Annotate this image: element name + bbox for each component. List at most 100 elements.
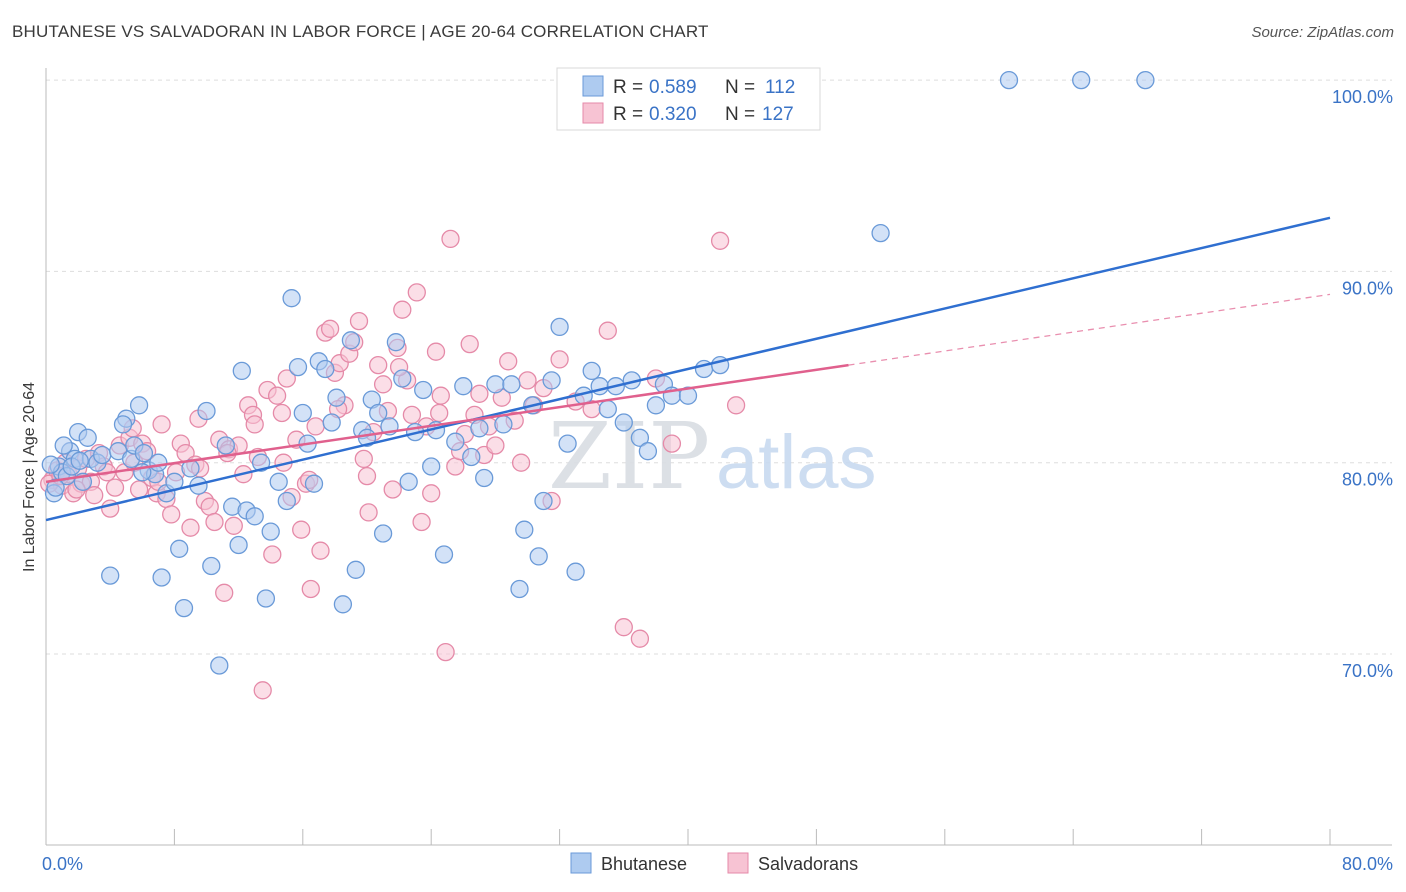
bhutanese-point: [54, 436, 73, 455]
bhutanese-point: [277, 491, 296, 511]
salvadorans-point: [105, 478, 125, 497]
bhutanese-point: [327, 388, 346, 407]
salvadorans-point: [181, 518, 200, 537]
y-axis-label: In Labor Force | Age 20-64: [21, 382, 38, 572]
legend-n-label-1: N =: [725, 77, 755, 98]
salvadorans-point: [349, 311, 369, 331]
salvadorans-point: [486, 436, 505, 455]
bhutanese-point: [232, 361, 251, 381]
bhutanese-point: [434, 545, 454, 564]
trend-line-salvadorans: [45, 363, 849, 484]
bhutanese-point: [1136, 70, 1155, 90]
bhutanese-point: [638, 442, 658, 461]
legend-r-label-2: R =: [613, 104, 643, 125]
bhutanese-point: [422, 457, 441, 476]
bhutanese-point: [678, 386, 698, 405]
bhutanese-point: [78, 428, 97, 447]
salvadorans-point: [359, 503, 378, 522]
salvadorans-point: [598, 321, 617, 340]
legend-bottom-swatch-bhutanese: [570, 852, 592, 874]
bhutanese-point: [333, 595, 353, 614]
bhutanese-point: [269, 472, 288, 491]
salvadorans-point: [402, 405, 422, 425]
salvadorans-point: [726, 396, 746, 415]
bhutanese-point: [256, 589, 276, 608]
bhutanese-point: [174, 598, 194, 618]
salvadorans-point: [357, 466, 377, 486]
bhutanese-point: [510, 579, 529, 599]
bhutanese-point: [197, 401, 216, 421]
bhutanese-point: [41, 455, 60, 474]
salvadorans-point: [431, 386, 450, 405]
bhutanese-point: [630, 428, 650, 447]
trend-line-bhutanese: [45, 216, 1331, 522]
y-tick-label-1: 80.0%: [1342, 470, 1393, 490]
salvadorans-point: [369, 355, 388, 375]
bhutanese-point: [414, 380, 433, 400]
salvadorans-point: [85, 486, 104, 505]
legend-bottom-label-bhutanese: Bhutanese: [601, 854, 687, 874]
bhutanese-point: [550, 317, 569, 337]
legend-bottom: Bhutanese Salvadorans: [570, 852, 858, 874]
bhutanese-point: [494, 415, 513, 434]
salvadorans-point: [162, 505, 181, 524]
y-tick-labels: 70.0% 80.0% 90.0% 100.0%: [1332, 87, 1393, 681]
salvadorans-point: [511, 453, 531, 472]
salvadorans-point: [710, 231, 730, 250]
bhutanese-point: [101, 566, 120, 585]
bhutanese-point: [582, 361, 601, 381]
bhutanese-point: [322, 413, 341, 432]
y-tick-label-3: 100.0%: [1332, 87, 1393, 107]
bhutanese-point: [529, 547, 548, 566]
x-tick-labels: 0.0% 80.0%: [42, 854, 1393, 874]
salvadorans-point: [306, 417, 325, 436]
salvadorans-point: [292, 520, 311, 539]
bhutanese-point: [210, 656, 229, 675]
salvadorans-point: [393, 300, 412, 319]
bhutanese-point: [502, 375, 521, 394]
bhutanese-point: [399, 472, 418, 491]
bhutanese-point: [245, 507, 264, 526]
bhutanese-point: [93, 445, 112, 465]
salvadorans-point: [263, 545, 282, 564]
salvadorans-point: [272, 403, 292, 423]
bhutanese-point: [393, 369, 412, 388]
legend-n-label-2: N =: [725, 104, 755, 125]
bhutanese-point: [475, 468, 494, 488]
salvadorans-point: [301, 579, 320, 599]
bhutanese-point: [369, 403, 388, 423]
bhutanese-point: [1072, 70, 1091, 90]
bhutanese-point: [129, 396, 149, 415]
salvadorans-point: [662, 434, 682, 453]
axes: [45, 68, 1392, 846]
bhutanese-point: [46, 478, 65, 497]
bhutanese-point: [454, 377, 473, 396]
salvadorans-point: [311, 541, 330, 560]
chart-title: BHUTANESE VS SALVADORAN IN LABOR FORCE |…: [12, 22, 709, 41]
y-tick-label-2: 90.0%: [1342, 278, 1393, 298]
bhutanese-point: [486, 375, 505, 394]
salvadorans-point: [245, 415, 264, 434]
salvadorans-point: [436, 642, 455, 662]
salvadorans-point: [373, 375, 393, 394]
bhutanese-point: [646, 396, 666, 415]
bhutanese-point: [288, 357, 308, 377]
salvadorans-point: [630, 629, 650, 648]
bhutanese-point: [261, 522, 280, 541]
bhutanese-point: [542, 371, 561, 390]
bhutanese-point: [386, 333, 406, 352]
bhutanese-point: [446, 432, 465, 451]
legend-n-value-1: 112: [765, 77, 795, 98]
salvadorans-point: [614, 618, 633, 637]
bhutanese-point: [614, 413, 633, 432]
salvadorans-point: [354, 449, 373, 469]
legend-n-value-2: 127: [762, 104, 794, 125]
bhutanese-point: [149, 453, 168, 472]
salvadorans-point: [205, 512, 224, 532]
bhutanese-point: [70, 451, 89, 470]
salvadorans-point: [407, 283, 426, 302]
salvadorans-point: [441, 229, 460, 249]
salvadorans-point: [550, 350, 569, 369]
legend-r-label-1: R =: [613, 77, 643, 98]
